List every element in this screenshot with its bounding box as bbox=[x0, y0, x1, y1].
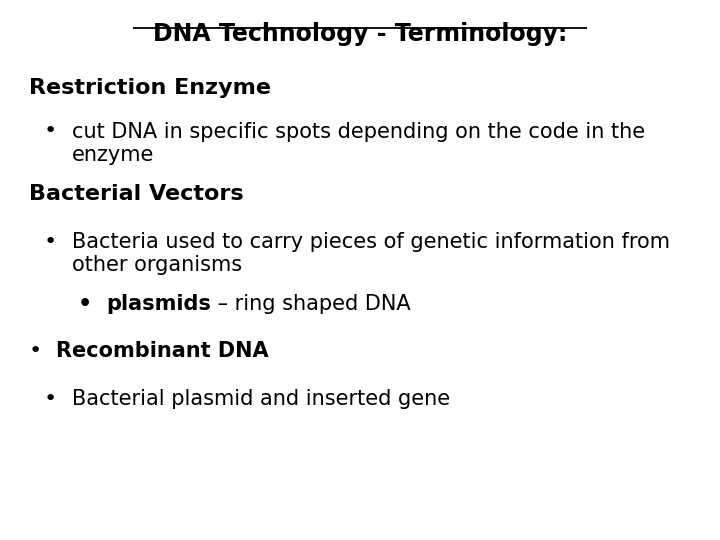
Text: •: • bbox=[78, 294, 92, 314]
Text: cut DNA in specific spots depending on the code in the
enzyme: cut DNA in specific spots depending on t… bbox=[72, 122, 645, 165]
Text: Bacterial plasmid and inserted gene: Bacterial plasmid and inserted gene bbox=[72, 389, 450, 409]
Text: DNA Technology - Terminology:: DNA Technology - Terminology: bbox=[153, 22, 567, 45]
Text: Bacterial Vectors: Bacterial Vectors bbox=[29, 184, 243, 204]
Text: – ring shaped DNA: – ring shaped DNA bbox=[212, 294, 411, 314]
Text: Bacteria used to carry pieces of genetic information from
other organisms: Bacteria used to carry pieces of genetic… bbox=[72, 232, 670, 275]
Text: •: • bbox=[43, 122, 56, 141]
Text: plasmids: plasmids bbox=[107, 294, 212, 314]
Text: •: • bbox=[29, 341, 42, 361]
Text: •: • bbox=[43, 389, 56, 409]
Text: Restriction Enzyme: Restriction Enzyme bbox=[29, 78, 271, 98]
Text: •: • bbox=[43, 232, 56, 252]
Text: Recombinant DNA: Recombinant DNA bbox=[56, 341, 269, 361]
